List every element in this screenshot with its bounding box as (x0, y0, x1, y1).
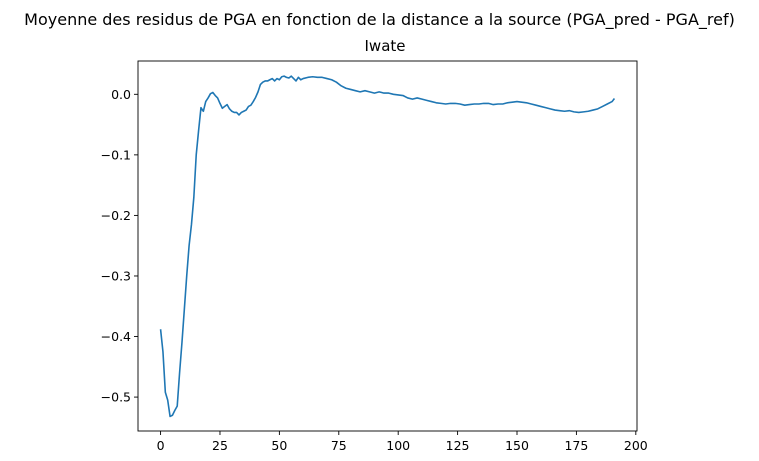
y-tick-label: −0.3 (101, 268, 131, 283)
y-tick-label: −0.5 (101, 390, 131, 405)
y-tick-label: −0.1 (101, 147, 131, 162)
y-tick-label: −0.2 (101, 208, 131, 223)
x-tick-label: 0 (157, 438, 165, 453)
x-tick-label: 200 (624, 438, 648, 453)
y-tick-label: 0.0 (111, 87, 131, 102)
x-tick-label: 125 (446, 438, 470, 453)
figure-suptitle: Moyenne des residus de PGA en fonction d… (24, 10, 735, 30)
series-line (159, 75, 616, 418)
y-axis-ticks: 0.0 −0.1 −0.2 −0.3 −0.4 −0.5 (101, 87, 138, 405)
series-layer (159, 75, 616, 418)
x-axis-ticks: 0 25 50 75 100 125 150 175 200 (157, 431, 648, 453)
x-tick-label: 25 (212, 438, 228, 453)
x-tick-label: 175 (564, 438, 588, 453)
x-tick-label: 150 (505, 438, 529, 453)
axes-title: Iwate (365, 37, 406, 55)
plot-frame (137, 60, 638, 432)
x-tick-label: 75 (331, 438, 347, 453)
x-tick-label: 100 (386, 438, 410, 453)
y-tick-label: −0.4 (101, 329, 131, 344)
x-tick-label: 50 (271, 438, 287, 453)
